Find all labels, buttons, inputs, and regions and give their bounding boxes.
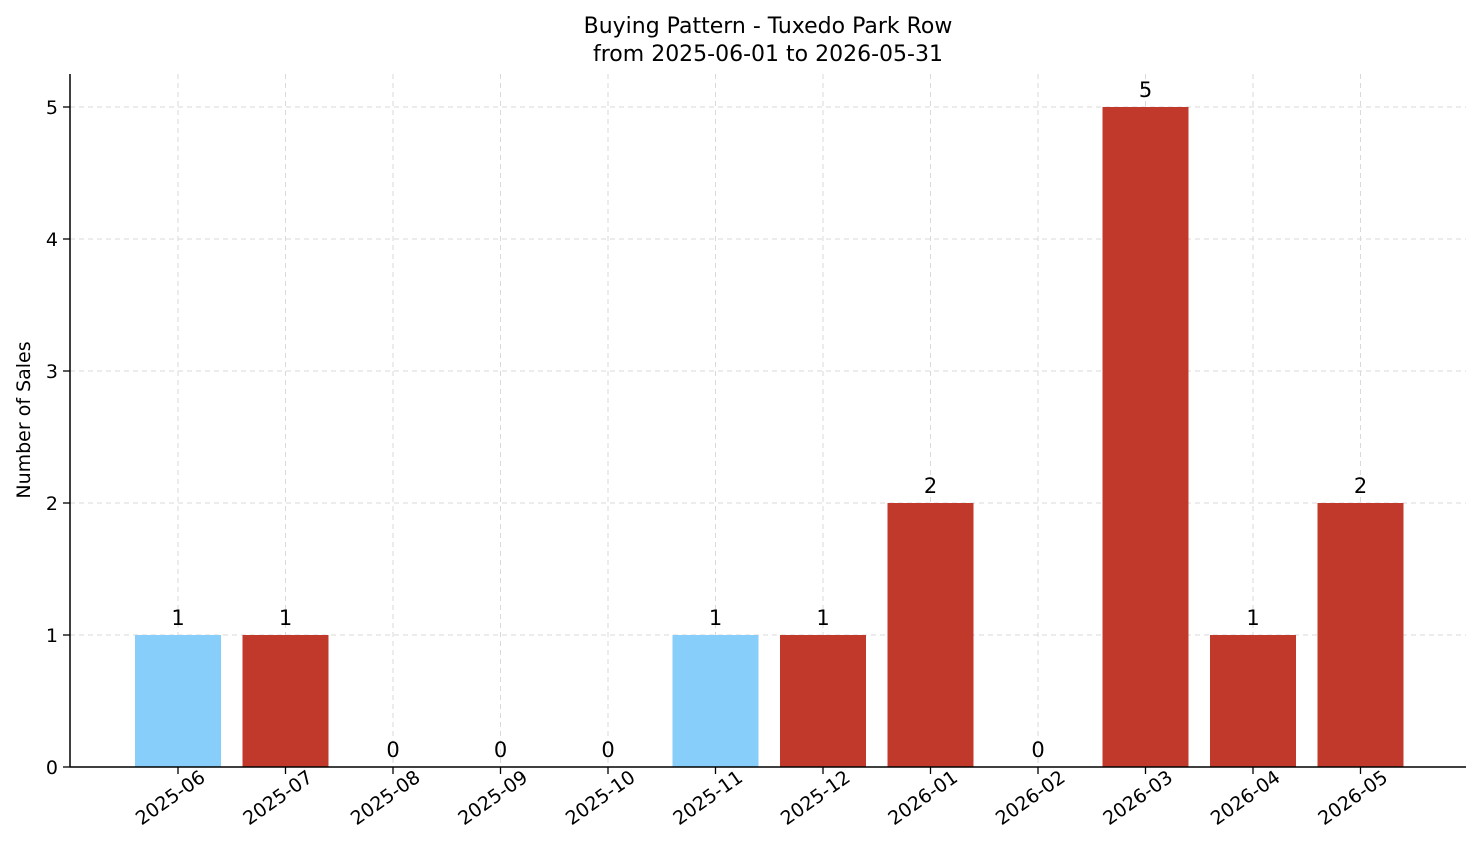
x-tick-label: 2026-02 [992, 766, 1070, 830]
bar-2026-01 [887, 503, 974, 767]
y-tick-label: 1 [46, 625, 58, 647]
data-label-2025-12: 1 [816, 606, 829, 630]
data-label-2026-02: 0 [1031, 738, 1044, 762]
x-tick-label: 2025-08 [347, 766, 425, 830]
chart-subtitle: from 2025-06-01 to 2026-05-31 [593, 42, 943, 67]
y-tick-label: 3 [46, 361, 58, 383]
bars [135, 107, 1404, 767]
bar-2026-04 [1210, 635, 1296, 767]
y-axis-label: Number of Sales [13, 341, 35, 498]
bar-2026-03 [1102, 107, 1189, 767]
bar-2025-06 [135, 635, 221, 767]
data-labels: 1 1 0 0 0 1 1 2 0 5 1 2 [171, 78, 1367, 762]
y-tick-label: 4 [46, 229, 58, 251]
bar-2025-07 [242, 635, 329, 767]
bar-2025-11 [672, 635, 759, 767]
data-label-2025-11: 1 [709, 606, 722, 630]
x-tick-label: 2026-04 [1207, 766, 1285, 830]
y-tick-label: 0 [46, 757, 58, 779]
y-tick-label: 5 [46, 97, 58, 119]
data-label-2026-03: 5 [1139, 78, 1152, 102]
x-tick-label: 2025-12 [777, 766, 855, 830]
data-label-2025-09: 0 [494, 738, 507, 762]
x-tick-label: 2026-03 [1099, 766, 1177, 830]
data-label-2026-01: 2 [924, 474, 937, 498]
y-tick-label: 2 [46, 493, 58, 515]
x-tick-label: 2026-05 [1314, 766, 1392, 830]
data-label-2026-05: 2 [1354, 474, 1367, 498]
chart-title: Buying Pattern - Tuxedo Park Row [584, 14, 953, 39]
data-label-2025-10: 0 [601, 738, 614, 762]
data-label-2025-07: 1 [279, 606, 292, 630]
data-label-2026-04: 1 [1246, 606, 1259, 630]
bar-2025-12 [780, 635, 866, 767]
data-label-2025-06: 1 [171, 606, 184, 630]
x-tick-label: 2025-09 [454, 766, 532, 830]
x-tick-label: 2025-10 [562, 766, 640, 830]
bar-2026-05 [1317, 503, 1404, 767]
x-tick-label: 2025-06 [132, 766, 210, 830]
x-tick-label: 2026-01 [884, 766, 962, 830]
x-tick-label: 2025-07 [239, 766, 317, 830]
data-label-2025-08: 0 [386, 738, 399, 762]
x-tick-label: 2025-11 [669, 766, 747, 830]
